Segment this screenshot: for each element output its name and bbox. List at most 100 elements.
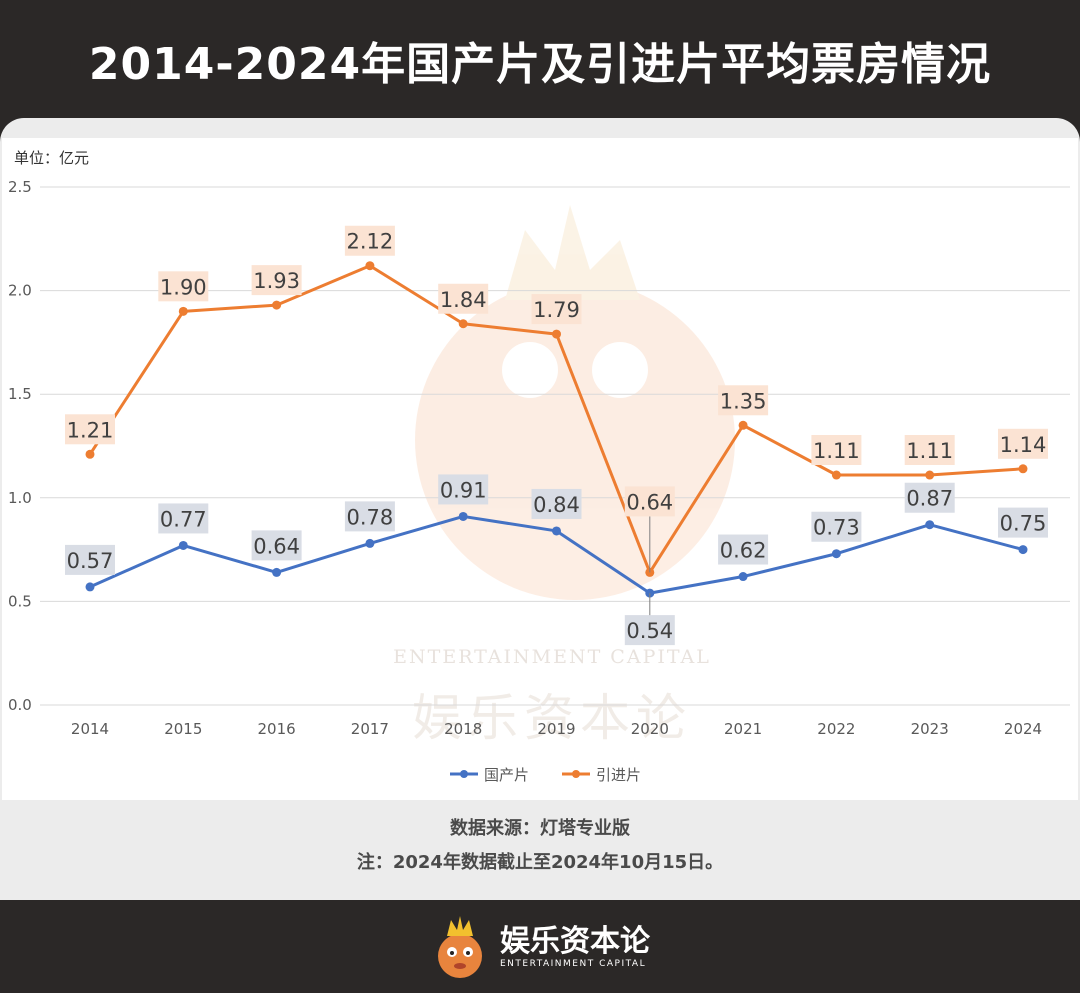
data-label-bg [904,482,955,513]
data-label: 0.64 [253,534,300,558]
data-label-bg [624,486,675,517]
data-label: 0.84 [533,493,580,517]
data-label-bg [438,283,489,314]
data-label-bg [251,530,302,561]
data-label: 1.93 [253,269,300,293]
mascot-logo-icon [438,915,482,978]
data-label: 0.62 [720,539,767,563]
brand-logo: 娱乐资本论 ENTERTAINMENT CAPITAL [0,900,1080,993]
y-tick-label: 2.5 [8,178,32,196]
data-label-bg [344,501,395,532]
data-label-bg [718,534,769,565]
data-point [85,449,95,459]
data-label-bg [904,435,955,466]
data-point [1018,464,1028,474]
x-tick-label: 2024 [1004,720,1042,738]
data-label: 1.11 [906,439,953,463]
data-point [458,511,468,521]
data-point [925,520,935,530]
x-tick-label: 2016 [258,720,296,738]
data-label-bg [158,503,209,534]
y-tick-label: 2.0 [8,282,32,300]
y-tick-label: 1.5 [8,385,32,403]
data-label: 1.11 [813,439,860,463]
page-title: 2014-2024年国产片及引进片平均票房情况 [88,39,992,90]
x-tick-label: 2022 [817,720,855,738]
data-label-bg [65,414,115,445]
data-label-bg [65,544,115,575]
x-tick-label: 2023 [911,720,949,738]
data-point [85,582,95,592]
y-tick-label: 0.5 [8,592,32,610]
y-tick-label: 0.0 [8,696,32,714]
data-note: 注：2024年数据截止至2024年10月15日。 [356,852,724,873]
data-point [458,319,468,329]
data-label: 0.91 [440,478,487,502]
data-label: 0.73 [813,516,860,540]
data-label-bg [624,615,675,646]
data-point [272,300,282,310]
legend-marker [460,770,468,778]
data-label: 1.21 [67,418,114,442]
data-label: 1.14 [1000,433,1047,457]
data-label-bg [811,435,862,466]
brand-name: 娱乐资本论 [500,923,650,959]
watermark-en: ENTERTAINMENT CAPITAL [393,646,711,668]
data-label: 1.84 [440,288,487,312]
data-point [925,470,935,480]
data-label: 0.78 [347,505,394,529]
data-point [552,329,561,339]
data-label: 0.57 [67,549,114,573]
data-label: 0.75 [1000,512,1047,536]
x-tick-label: 2015 [164,720,202,738]
data-label-bg [811,511,862,542]
data-label-bg [998,507,1048,538]
watermark-cn: 娱乐资本论 [412,689,692,747]
chart-legend: 国产片 引进片 [450,766,641,784]
x-tick-label: 2019 [537,720,575,738]
data-label-bg [251,265,302,296]
x-tick-label: 2021 [724,720,762,738]
data-label-bg [438,474,489,505]
data-label-bg [718,385,769,416]
data-point [552,526,561,536]
x-tick-label: 2017 [351,720,389,738]
data-source: 数据来源：灯塔专业版 [450,818,630,839]
data-label-bg [998,428,1048,459]
data-point [365,261,375,271]
data-label: 1.79 [533,298,580,322]
legend-label: 引进片 [596,766,641,784]
plot-area [2,138,1078,800]
x-tick-label: 2020 [631,720,669,738]
data-label-bg [531,488,582,519]
data-label-bg [531,294,582,325]
x-tick-label: 2014 [71,720,109,738]
watermark-mascot-icon [415,205,735,600]
line-chart: ENTERTAINMENT CAPITAL 娱乐资本论 单位：亿元 0.0 0.5… [8,149,1070,784]
footer: 数据来源：灯塔专业版 注：2024年数据截止至2024年10月15日。 [0,812,1080,880]
data-label: 2.12 [347,230,394,254]
data-point [831,549,841,559]
data-label: 0.77 [160,507,207,531]
data-point [365,538,375,548]
data-label: 0.87 [906,487,953,511]
data-point [1018,545,1028,555]
data-point [738,572,748,582]
data-label-bg [158,271,209,302]
data-point [738,420,748,430]
data-label: 1.35 [720,389,767,413]
data-point [831,470,841,480]
legend-marker [572,770,580,778]
unit-label: 单位：亿元 [14,149,89,167]
data-point [178,306,188,316]
data-point [178,540,188,550]
data-point [272,567,282,577]
data-label: 0.54 [626,619,673,643]
y-tick-label: 1.0 [8,489,32,507]
data-label: 0.64 [626,490,673,514]
data-label-bg [344,225,395,256]
x-tick-label: 2018 [444,720,482,738]
data-label: 1.90 [160,275,207,299]
legend-label: 国产片 [484,766,529,784]
brand-sub: ENTERTAINMENT CAPITAL [500,958,647,969]
